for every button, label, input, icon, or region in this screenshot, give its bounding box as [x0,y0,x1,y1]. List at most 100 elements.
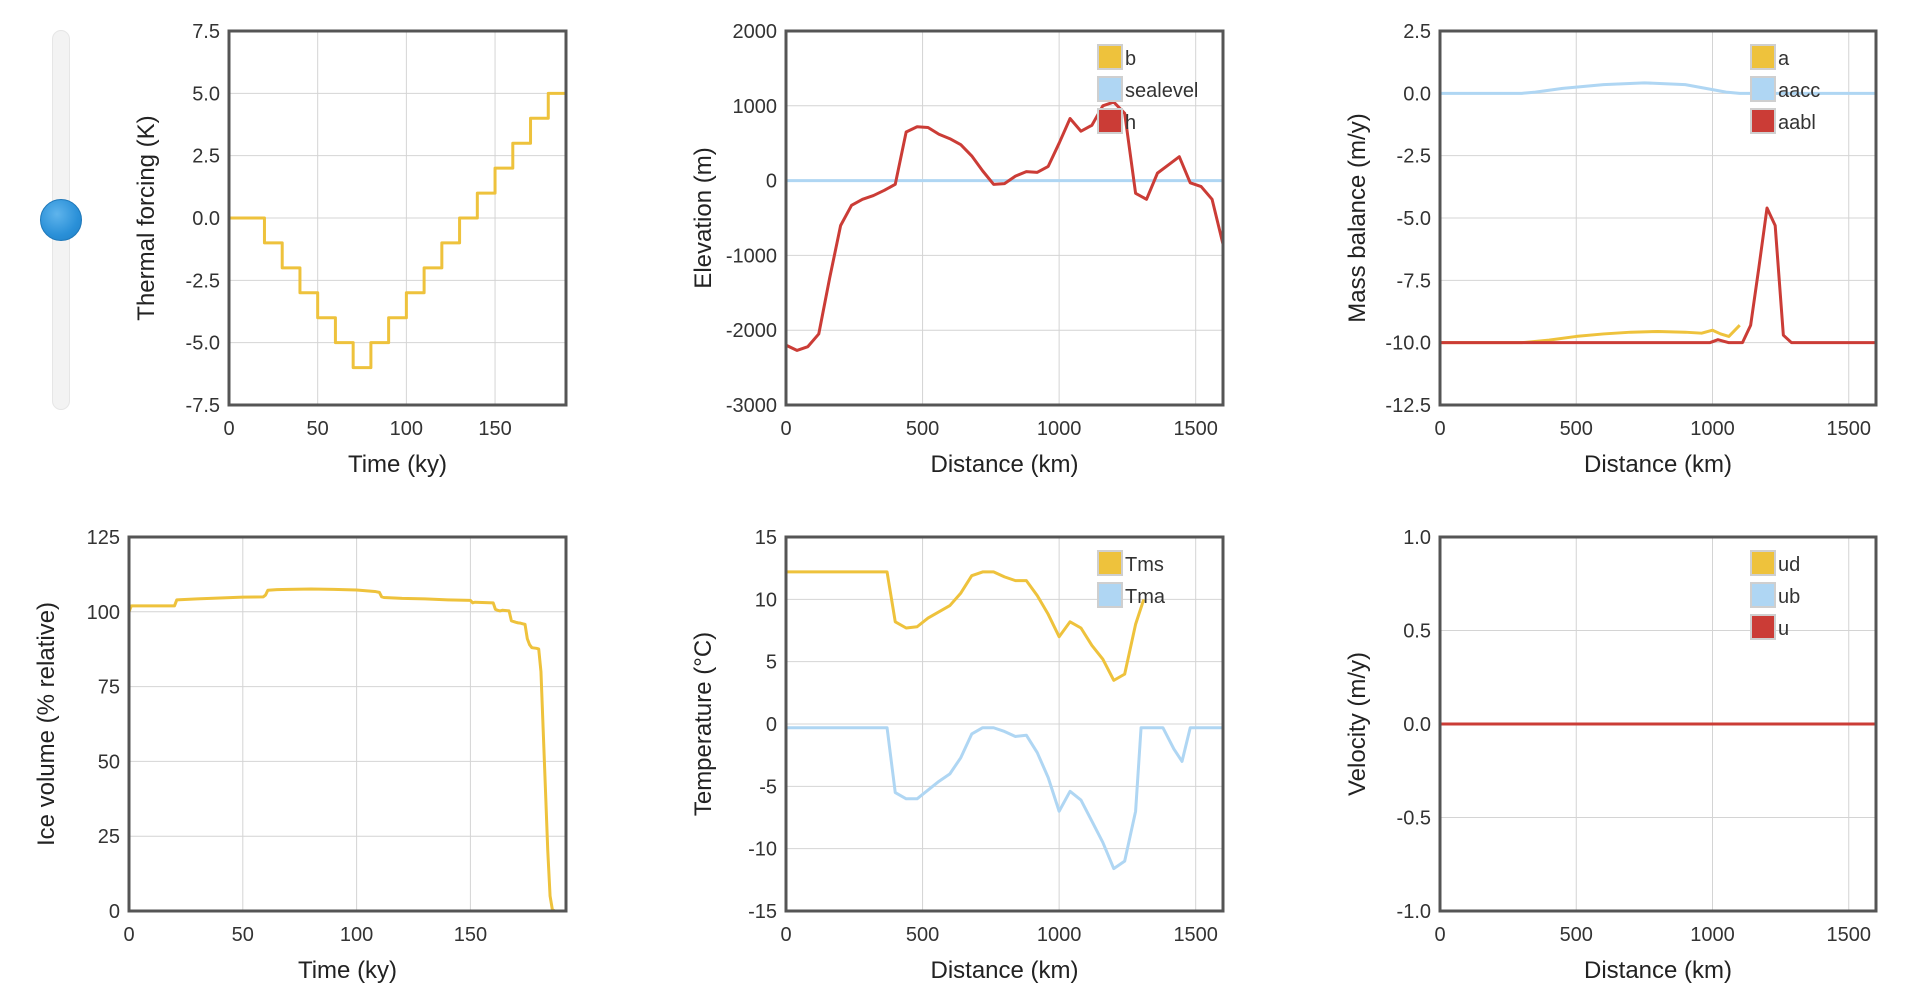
x-tick-label: 500 [1560,418,1593,440]
legend-label-h: h [1125,112,1136,134]
x-tick-label: 1000 [1690,924,1735,946]
x-tick-label: 1500 [1173,924,1218,946]
x-tick-label: 500 [906,418,939,440]
chart-5: 0 500 1000 1500 -15 -10 -5 0 5 10 15 Distance (km) T… [690,527,1225,984]
y-tick-label: 125 [87,527,120,549]
legend-label-ud: ud [1778,554,1800,576]
y-tick-label: -2.5 [1397,146,1431,168]
x-tick-label: 0 [1434,418,1445,440]
y-tick-label: 0 [109,901,120,923]
legend-label-aabl: aabl [1778,112,1816,134]
x-axis-title: Distance (km) [1584,451,1732,478]
y-tick-label: -7.5 [186,395,220,417]
x-tick-label: 0 [123,924,134,946]
y-tick-label: 50 [98,751,120,773]
legend-swatch-Tma [1097,582,1123,608]
x-tick-label: 1000 [1037,924,1082,946]
y-tick-label: 0.0 [1403,714,1431,736]
legend-swatch-sealevel [1097,76,1123,102]
y-tick-label: -2.5 [186,270,220,292]
legend-swatch-u [1750,614,1776,640]
legend-label-u: u [1778,618,1789,640]
y-tick-label: 100 [87,602,120,624]
plot-frame [784,535,1225,913]
y-tick-label: 5 [766,652,777,674]
legend-swatch-Tms [1097,550,1123,576]
y-tick-label: -1.0 [1397,901,1431,923]
y-tick-label: 1000 [733,96,778,118]
plot-frame [1438,535,1878,913]
legend-swatch-aacc [1750,76,1776,102]
legend-label-b: b [1125,48,1136,70]
x-tick-label: 0 [223,418,234,440]
y-tick-label: -3000 [726,395,777,417]
y-tick-label: 5.0 [192,83,220,105]
y-tick-label: 0 [766,171,777,193]
x-tick-label: 150 [478,418,511,440]
x-tick-label: 1500 [1173,418,1218,440]
series-line-aabl [1440,206,1876,345]
x-tick-label: 0 [780,418,791,440]
plot-frame [1438,29,1878,407]
chart-2: 0 500 1000 1500 -3000 -2000 -1000 0 1000 2000 Dist… [690,21,1225,478]
x-tick-label: 50 [307,418,329,440]
x-axis-title: Distance (km) [1584,957,1732,984]
y-tick-label: 75 [98,677,120,699]
legend-label-Tms: Tms [1125,554,1164,576]
legend-label-sealevel: sealevel [1125,80,1198,102]
legend-label-ub: ub [1778,586,1800,608]
x-tick-label: 100 [340,924,373,946]
y-tick-label: 7.5 [192,21,220,43]
x-axis-title: Distance (km) [930,957,1078,984]
series-line-aacc [1440,81,1876,95]
series-line-Tma [786,726,1223,871]
x-axis-title: Distance (km) [930,451,1078,478]
series-line-h [786,100,1223,352]
plot-frame [127,535,568,913]
y-tick-label: 25 [98,826,120,848]
y-tick-label: 1.0 [1403,527,1431,549]
x-tick-label: 100 [390,418,423,440]
y-tick-label: 0.0 [1403,83,1431,105]
y-tick-label: -10.0 [1385,333,1431,355]
legend-swatch-ub [1750,582,1776,608]
x-tick-label: 1000 [1037,418,1082,440]
y-tick-label: -10 [748,839,777,861]
y-tick-label: 2000 [733,21,778,43]
legend-swatch-ud [1750,550,1776,576]
x-axis-title: Time (ky) [348,451,447,478]
y-tick-label: -2000 [726,320,777,342]
plot-frame [227,29,568,407]
plot-frame [784,29,1225,407]
legend-label-Tma: Tma [1125,586,1166,608]
x-tick-label: 50 [232,924,254,946]
chart-1: 0 50 100 150 -7.5 -5.0 -2.5 0.0 2.5 5.0 7.5 Time (k… [133,21,568,478]
x-tick-label: 0 [1434,924,1445,946]
chart-6: 0 500 1000 1500 -1.0 -0.5 0.0 0.5 1.0 Distance (k… [1344,527,1878,984]
y-tick-label: -5.0 [186,333,220,355]
x-tick-label: 0 [780,924,791,946]
chart-3: 0 500 1000 1500 -12.5 -10.0 -7.5 -5.0 -2.5 0.0 2.5… [1344,21,1878,478]
legend-swatch-a [1750,44,1776,70]
series-line-a [1440,324,1741,345]
x-axis-title: Time (ky) [298,957,397,984]
series-line-yellow [129,587,566,911]
y-tick-label: -5 [759,776,777,798]
y-axis-title: Mass balance (m/y) [1344,113,1371,322]
x-tick-label: 1000 [1690,418,1735,440]
x-tick-label: 500 [1560,924,1593,946]
series-line-yellow [229,91,566,370]
y-tick-label: -1000 [726,245,777,267]
y-tick-label: -12.5 [1385,395,1431,417]
y-tick-label: 15 [755,527,777,549]
chart-4: 0 50 100 150 0 25 50 75 100 125 Time (ky) Ice volum… [33,527,568,984]
y-axis-title: Velocity (m/y) [1344,652,1371,796]
x-tick-label: 1500 [1827,924,1872,946]
legend-swatch-aabl [1750,108,1776,134]
y-tick-label: 10 [755,589,777,611]
y-axis-title: Temperature (°C) [690,632,717,816]
x-tick-label: 150 [454,924,487,946]
y-tick-label: 2.5 [1403,21,1431,43]
forcing-slider-handle[interactable] [40,199,82,241]
